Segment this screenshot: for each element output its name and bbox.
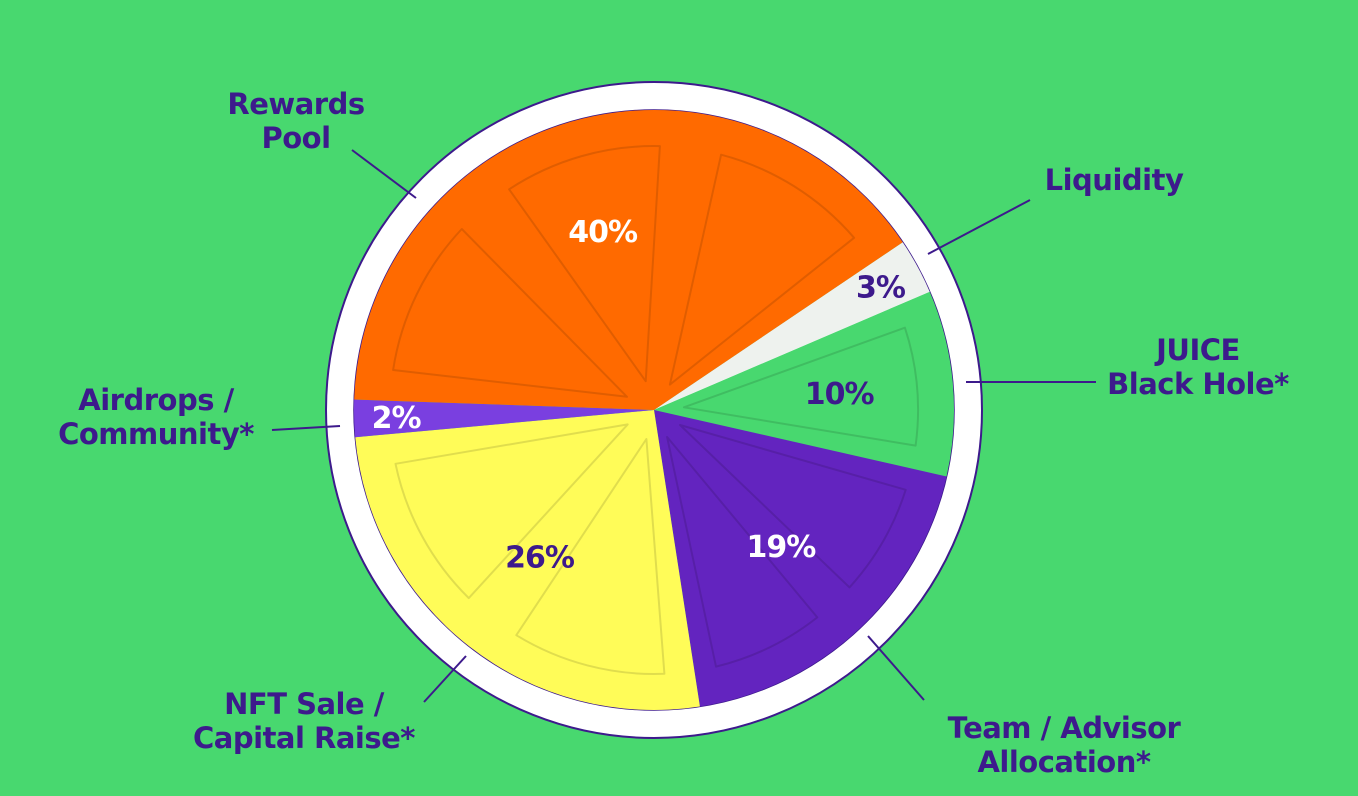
category-label-0: Liquidity (1045, 163, 1184, 197)
pie-slice-3 (355, 410, 700, 711)
leader-line-0 (927, 199, 1031, 255)
lemon-segment-5-1 (508, 145, 661, 383)
category-label-5-line-0: Rewards (227, 87, 364, 121)
leader-line-3 (423, 655, 467, 703)
leader-line-2 (867, 635, 925, 701)
lemon-segment-5-2 (668, 153, 856, 386)
value-label-3: 26% (505, 541, 575, 576)
category-label-3: NFT Sale / Capital Raise* (193, 687, 415, 755)
category-label-4: Airdrops / Community* (58, 383, 254, 451)
category-label-2-line-0: Team / Advisor (948, 711, 1182, 745)
lemon-segment-1-0 (682, 326, 919, 447)
category-label-3-line-0: NFT Sale / (224, 687, 385, 721)
category-label-3-line-1: Capital Raise* (193, 721, 415, 755)
lemon-segment-3-0 (515, 438, 666, 675)
category-label-4-line-0: Airdrops / (78, 383, 234, 417)
pie-leader-lines (271, 149, 1096, 703)
leader-line-5 (351, 149, 417, 199)
category-label-4-line-1: Community* (58, 417, 254, 451)
pie-slice-2 (654, 410, 947, 707)
value-label-5: 40% (568, 215, 638, 250)
category-label-5-line-1: Pool (261, 121, 330, 155)
value-label-0: 3% (856, 271, 906, 306)
pie-slice-5 (354, 109, 903, 410)
lemon-segment-decor (392, 145, 919, 675)
category-label-0-line-0: Liquidity (1045, 163, 1184, 197)
lemon-segment-3-1 (394, 423, 629, 600)
pie-slices (353, 109, 954, 711)
lemon-segment-2-0 (679, 424, 907, 589)
pie-slice-4 (353, 399, 654, 438)
category-label-1-line-1: Black Hole* (1107, 367, 1289, 401)
lemon-segment-5-0 (392, 228, 628, 398)
leader-line-4 (271, 425, 341, 431)
category-label-1-line-0: JUICE (1154, 333, 1240, 367)
lemon-segment-2-1 (666, 436, 819, 668)
value-label-4: 2% (372, 401, 422, 436)
value-label-1: 10% (805, 377, 875, 412)
category-label-2-line-1: Allocation* (977, 745, 1150, 779)
value-label-2: 19% (746, 530, 816, 565)
category-label-1: JUICE Black Hole* (1107, 333, 1289, 401)
category-label-5: Rewards Pool (227, 87, 364, 155)
category-label-2: Team / Advisor Allocation* (948, 711, 1182, 779)
pie-slice-1 (654, 291, 954, 477)
pie-value-labels: 3% 10% 19% 26% 2% 40% (372, 215, 907, 576)
pie-slice-0 (654, 242, 930, 410)
